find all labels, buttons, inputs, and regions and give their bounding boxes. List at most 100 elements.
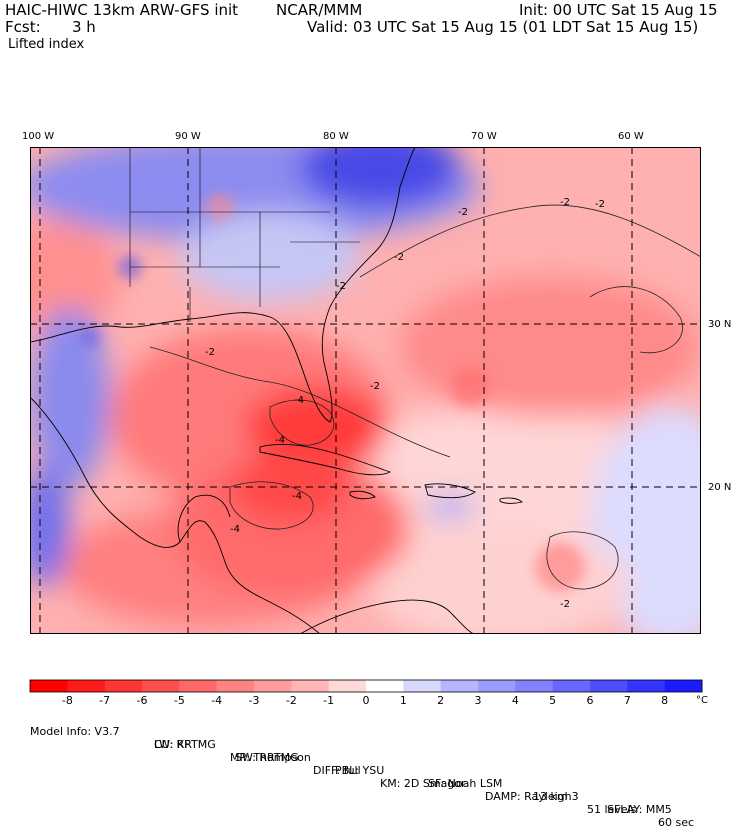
contour-label: -4 bbox=[294, 395, 304, 406]
contour-label: -2 bbox=[560, 599, 570, 610]
state-borders bbox=[129, 147, 360, 322]
valid-time: Valid: 03 UTC Sat 15 Aug 15 (01 LDT Sat … bbox=[307, 18, 699, 36]
colorbar-tick-label: -4 bbox=[211, 694, 222, 707]
colorbar-tick-label: -3 bbox=[249, 694, 260, 707]
field-zone-southeast-light bbox=[180, 212, 360, 302]
contour-minus2-atlantic bbox=[359, 204, 701, 278]
contour-label: -4 bbox=[292, 491, 302, 502]
contour-label: -2 bbox=[394, 252, 404, 263]
field-zone-cuba-strong bbox=[230, 452, 350, 522]
colorbar-swatches bbox=[29, 679, 703, 693]
contour-label: -2 bbox=[595, 199, 605, 210]
colorbar-tick-label: 2 bbox=[437, 694, 444, 707]
contour-label: -2 bbox=[560, 197, 570, 208]
colorbar-swatch bbox=[328, 680, 367, 692]
colorbar-tick-label: 4 bbox=[512, 694, 519, 707]
colorbar-swatch bbox=[366, 680, 404, 692]
colorbar-tick-label: -2 bbox=[286, 694, 297, 707]
field-zone-atlantic-light bbox=[330, 407, 670, 547]
coastline-south-america bbox=[299, 599, 476, 634]
colorbar-swatch bbox=[67, 680, 106, 692]
colorbar-labels: -8 -7 -6 -5 -4 -3 -2 -1 0 1 2 3 4 5 6 7 8 bbox=[62, 694, 668, 707]
colorbar-tick-label: 7 bbox=[624, 694, 631, 707]
field-name: Lifted index bbox=[8, 37, 85, 52]
lat-label-30n: 30 N bbox=[708, 319, 732, 330]
colorbar-tick-label: -1 bbox=[323, 694, 334, 707]
colorbar-swatch bbox=[440, 680, 479, 692]
colorbar-swatch bbox=[104, 680, 143, 692]
colorbar-swatch bbox=[254, 680, 292, 692]
colorbar-tick-label: -8 bbox=[62, 694, 73, 707]
colorbar-tick-label: 3 bbox=[475, 694, 482, 707]
field-blob-4 bbox=[535, 542, 585, 592]
lifted-index-map: -2 -2 -2 -2 -2 -2 -4 -4 -4 -4 -2 -2 bbox=[30, 147, 701, 634]
model-info-item: SW: RRTMG bbox=[235, 751, 299, 764]
colorbar-swatch bbox=[515, 680, 554, 692]
field-zone-hispaniola-blue bbox=[425, 495, 475, 519]
colorbar-tick-label: 5 bbox=[549, 694, 556, 707]
forecast-hour: 3 h bbox=[72, 18, 96, 36]
contour-label: -2 bbox=[336, 281, 346, 292]
colorbar-swatch bbox=[590, 680, 628, 692]
model-title: HAIC-HIWC 13km ARW-GFS init bbox=[5, 1, 239, 19]
colorbar-tick-label: 0 bbox=[363, 694, 370, 707]
lon-label-70w: 70 W bbox=[471, 131, 497, 142]
colorbar-tick-label: -7 bbox=[99, 694, 110, 707]
contour-minus2-south bbox=[546, 531, 619, 590]
colorbar-swatch bbox=[30, 680, 68, 692]
coastline-yucatan bbox=[177, 494, 231, 543]
colorbar-swatch bbox=[291, 680, 330, 692]
model-info-line2: LW: RRTMG SW: RRTMG DIFF: full KM: 2D Sm… bbox=[30, 725, 730, 816]
lon-label-60w: 60 W bbox=[618, 131, 644, 142]
lat-label-20n: 20 N bbox=[708, 482, 732, 493]
contour-label: -4 bbox=[275, 435, 285, 446]
forecast-label: Fcst: bbox=[5, 18, 41, 36]
lon-label-90w: 90 W bbox=[175, 131, 201, 142]
contour-minus2-east bbox=[589, 286, 683, 354]
colorbar-swatch bbox=[403, 680, 442, 692]
model-info-item: SFLAY: MM5 bbox=[607, 803, 672, 816]
colorbar-swatch bbox=[478, 680, 516, 692]
colorbar-unit: °C bbox=[696, 695, 708, 706]
colorbar-tick-label: -6 bbox=[137, 694, 148, 707]
contour-minus2-gulf bbox=[149, 346, 451, 458]
colorbar-swatch bbox=[627, 680, 666, 692]
colorbar-swatch bbox=[142, 680, 180, 692]
field-blob-2 bbox=[80, 327, 100, 347]
contour-minus4-florida bbox=[269, 399, 335, 446]
model-info-item: DAMP: Rayleigh3 bbox=[485, 790, 579, 803]
colorbar: -8 -7 -6 -5 -4 -3 -2 -1 0 1 2 3 4 5 6 7 8 °C bbox=[29, 679, 708, 707]
contour-label: -2 bbox=[458, 207, 468, 218]
field-blob-5 bbox=[450, 367, 490, 407]
colorbar-swatch bbox=[179, 680, 218, 692]
colorbar-swatch bbox=[216, 680, 255, 692]
lon-label-80w: 80 W bbox=[323, 131, 349, 142]
field-zone-florida-strong bbox=[245, 387, 385, 467]
colorbar-swatch bbox=[664, 680, 703, 692]
contour-minus4-caribbean bbox=[229, 481, 314, 530]
model-info-item: Model Info: V3.7 bbox=[30, 725, 120, 738]
contour-label: -4 bbox=[230, 524, 240, 535]
colorbar-tick-label: 1 bbox=[400, 694, 407, 707]
colorbar-tick-label: 6 bbox=[587, 694, 594, 707]
coastline-hispaniola bbox=[424, 483, 476, 499]
field-blob-3 bbox=[206, 193, 234, 221]
model-info-item: 60 sec bbox=[658, 816, 695, 829]
colorbar-tick-label: 8 bbox=[661, 694, 668, 707]
org-label: NCAR/MMM bbox=[276, 1, 363, 19]
field-zone-appalachian-blue bbox=[300, 147, 460, 207]
contour-label: -2 bbox=[205, 347, 215, 358]
lon-label-100w: 100 W bbox=[22, 131, 55, 142]
field-zone-texas-red bbox=[30, 217, 120, 337]
init-time: Init: 00 UTC Sat 15 Aug 15 bbox=[519, 1, 718, 19]
coastline-puerto-rico bbox=[499, 497, 523, 504]
model-info-item: DIFF: full bbox=[313, 764, 361, 777]
coastline-mexico bbox=[30, 396, 321, 634]
colorbar-swatch bbox=[552, 680, 591, 692]
coastline-cuba bbox=[259, 444, 392, 476]
colorbar-frame bbox=[29, 679, 703, 693]
contour-label: -2 bbox=[370, 381, 380, 392]
field-zone-texas-blue bbox=[30, 307, 110, 487]
coastline-jamaica bbox=[349, 490, 376, 500]
colorbar-tick-label: -5 bbox=[174, 694, 185, 707]
